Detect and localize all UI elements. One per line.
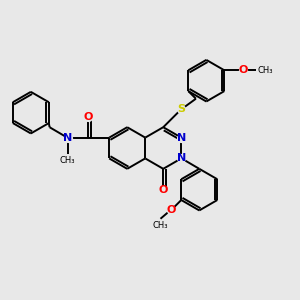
Text: CH₃: CH₃ bbox=[257, 66, 273, 75]
Text: S: S bbox=[177, 104, 185, 114]
Text: O: O bbox=[238, 65, 248, 75]
Text: N: N bbox=[63, 133, 72, 142]
Text: CH₃: CH₃ bbox=[153, 221, 168, 230]
Text: N: N bbox=[177, 153, 186, 164]
Text: O: O bbox=[84, 112, 93, 122]
Text: O: O bbox=[159, 184, 168, 195]
Text: O: O bbox=[166, 206, 176, 215]
Text: CH₃: CH₃ bbox=[60, 156, 75, 165]
Text: N: N bbox=[177, 133, 186, 142]
